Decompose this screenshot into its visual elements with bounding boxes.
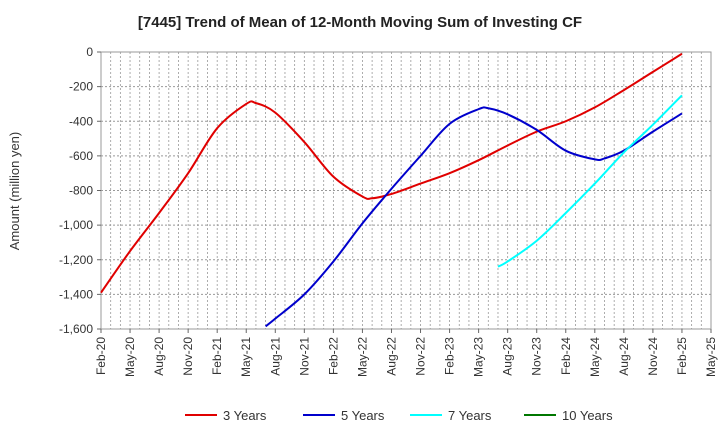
x-tick-label: Nov-20	[181, 337, 195, 376]
x-tick-label: Aug-22	[384, 337, 398, 376]
x-tick-label: May-25	[704, 337, 718, 377]
x-tick-label: Feb-24	[559, 337, 573, 375]
y-tick-label: -1,200	[59, 253, 93, 267]
legend-label-3-years: 3 Years	[223, 408, 267, 423]
x-tick-label: May-24	[588, 337, 602, 377]
y-axis-label: Amount (million yen)	[7, 132, 22, 251]
y-tick-label: -1,000	[59, 218, 93, 232]
y-tick-label: -200	[69, 80, 93, 94]
legend-label-5-years: 5 Years	[341, 408, 385, 423]
x-tick-label: Nov-23	[530, 337, 544, 376]
x-tick-label: Nov-24	[646, 337, 660, 376]
series-line-3-years	[100, 52, 683, 294]
x-tick-label: Aug-23	[501, 337, 515, 376]
x-tick-label: Aug-20	[152, 337, 166, 376]
legend-label-10-years: 10 Years	[562, 408, 613, 423]
grid-lines	[101, 52, 711, 329]
y-tick-label: -800	[69, 184, 93, 198]
x-tick-label: May-20	[123, 337, 137, 377]
y-tick-label: -1,600	[59, 322, 93, 336]
chart-title: [7445] Trend of Mean of 12-Month Moving …	[137, 14, 583, 31]
legend-label-7-years: 7 Years	[448, 408, 492, 423]
y-tick-label: -400	[69, 114, 93, 128]
x-tick-label: Feb-21	[210, 337, 224, 375]
series-line-7-years	[497, 94, 683, 268]
y-tick-labels: 0 -200 -400 -600 -800 -1,000 -1,200 -1,400 -1,60…	[59, 45, 101, 336]
y-tick-label: -1,400	[59, 287, 93, 301]
y-tick-label: 0	[86, 45, 93, 59]
x-tick-labels: Feb-20 May-20 Aug-20 Nov-20 Feb-21 May-21 Aug-…	[94, 329, 718, 377]
x-tick-label: Aug-21	[268, 337, 282, 376]
x-tick-label: May-21	[239, 337, 253, 377]
x-tick-label: Feb-25	[675, 337, 689, 375]
series-line-5-years	[264, 106, 683, 328]
x-tick-label: Nov-21	[297, 337, 311, 376]
x-tick-label: May-22	[355, 337, 369, 377]
x-tick-label: Nov-22	[414, 337, 428, 376]
legend: 3 Years 5 Years 7 Years 10 Years	[185, 408, 613, 423]
y-tick-label: -600	[69, 149, 93, 163]
series-lines	[100, 52, 683, 328]
x-tick-label: Feb-23	[443, 337, 457, 375]
x-tick-label: May-23	[472, 337, 486, 377]
x-tick-label: Feb-22	[326, 337, 340, 375]
x-tick-label: Aug-24	[617, 337, 631, 376]
x-tick-label: Feb-20	[94, 337, 108, 375]
